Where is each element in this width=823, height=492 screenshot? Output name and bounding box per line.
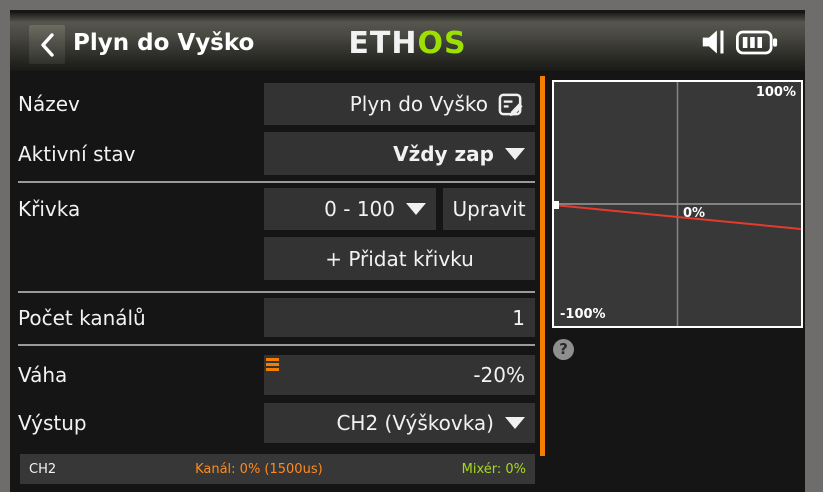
output-value: CH2 (Výškovka)	[336, 411, 494, 435]
channel-count-value: 1	[512, 305, 525, 330]
weight-field[interactable]: -20%	[264, 355, 535, 395]
add-curve-button[interactable]: + Přidat křivku	[264, 237, 535, 280]
curve-range-value: 0 - 100	[324, 197, 395, 221]
curve-graph: 100% 0% -100%	[552, 80, 803, 328]
header-status-icons	[701, 13, 778, 71]
back-button[interactable]	[29, 25, 65, 64]
curve-line	[554, 204, 801, 230]
curve-label: Křivka	[18, 197, 81, 221]
add-curve-label: + Přidat křivku	[325, 246, 474, 271]
active-state-label: Aktivní stav	[18, 141, 136, 166]
chevron-down-icon	[406, 203, 426, 215]
graph-max-label: 100%	[755, 85, 796, 100]
help-button[interactable]: ?	[553, 339, 574, 360]
volume-icon	[702, 30, 724, 54]
curve-start-point	[554, 201, 559, 209]
status-channel-name: CH2	[29, 461, 57, 477]
ethos-logo: ETHOS	[10, 13, 805, 71]
active-state-value: Vždy zap	[393, 141, 494, 166]
active-state-dropdown[interactable]: Vždy zap	[264, 132, 535, 175]
channel-count-field[interactable]: 1	[264, 298, 535, 337]
weight-label: Váha	[18, 363, 68, 387]
battery-icon	[736, 30, 778, 54]
curve-range-dropdown[interactable]: 0 - 100	[264, 188, 436, 230]
chevron-down-icon	[505, 147, 525, 160]
separator	[18, 181, 535, 183]
device-screen: Plyn do Vyško ETHOS Název Plyn do Vyško	[10, 10, 805, 492]
ethos-logo-white: ETH	[348, 26, 418, 61]
graph-zero-label: 0%	[683, 206, 706, 221]
name-label: Název	[18, 92, 80, 116]
graph-min-label: -100%	[560, 307, 606, 322]
vertical-scrollbar[interactable]	[540, 76, 545, 456]
curve-edit-button[interactable]: Upravit	[443, 188, 535, 230]
back-chevron-icon	[41, 32, 54, 57]
page-title: Plyn do Vyško	[73, 30, 255, 56]
name-value: Plyn do Vyško	[349, 92, 488, 116]
chevron-down-icon	[505, 417, 525, 429]
edit-icon	[498, 93, 523, 116]
ethos-logo-green: OS	[417, 26, 467, 61]
curve-edit-label: Upravit	[452, 197, 526, 221]
status-mixer-info: Mixér: 0%	[461, 461, 526, 477]
separator	[18, 291, 535, 293]
weight-value: -20%	[473, 363, 525, 387]
channel-count-label: Počet kanálů	[18, 305, 146, 330]
output-dropdown[interactable]: CH2 (Výškovka)	[264, 403, 535, 443]
header-bar: Plyn do Vyško ETHOS	[10, 10, 805, 71]
status-channel-info: Kanál: 0% (1500us)	[195, 461, 323, 477]
channel-status-bar: CH2 Kanál: 0% (1500us) Mixér: 0%	[20, 454, 535, 484]
curve-plot	[554, 82, 801, 326]
output-label: Výstup	[18, 411, 87, 435]
separator	[18, 344, 535, 346]
drag-handle-icon	[266, 358, 279, 371]
name-field[interactable]: Plyn do Vyško	[264, 83, 535, 125]
